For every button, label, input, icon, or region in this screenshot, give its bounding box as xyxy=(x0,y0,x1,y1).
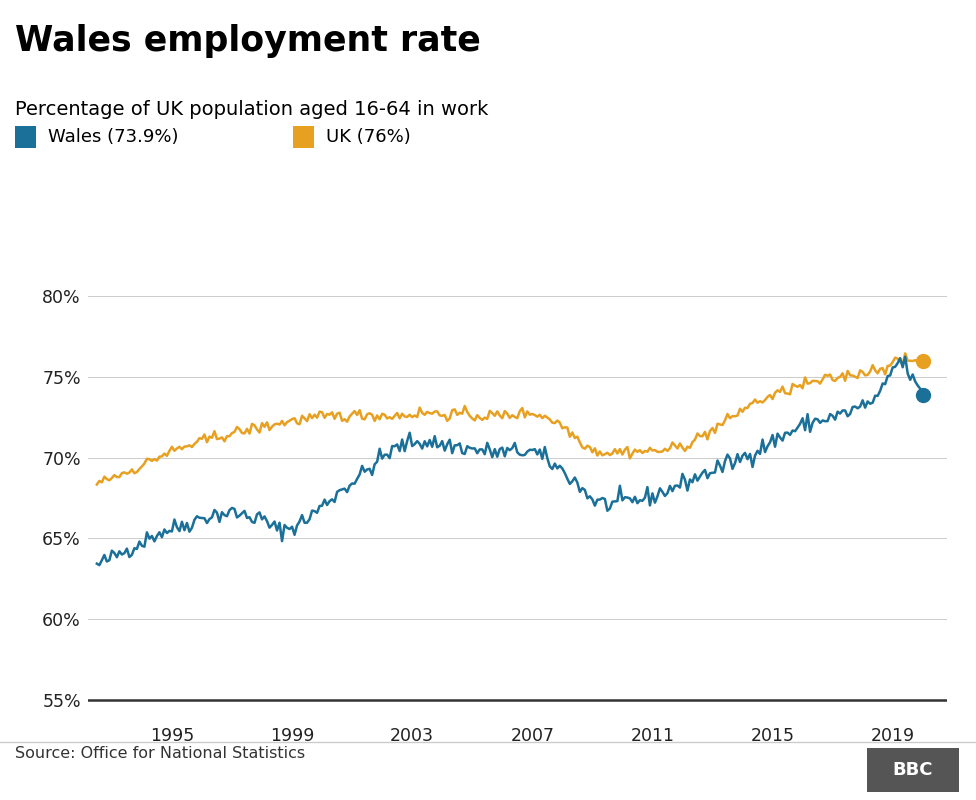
Text: UK (76%): UK (76%) xyxy=(326,128,411,146)
Text: Percentage of UK population aged 16-64 in work: Percentage of UK population aged 16-64 i… xyxy=(15,100,488,119)
Text: Wales (73.9%): Wales (73.9%) xyxy=(48,128,179,146)
Text: Source: Office for National Statistics: Source: Office for National Statistics xyxy=(15,746,305,762)
Text: BBC: BBC xyxy=(893,761,933,779)
Point xyxy=(915,354,930,367)
Text: Wales employment rate: Wales employment rate xyxy=(15,24,480,58)
Point xyxy=(915,388,930,401)
